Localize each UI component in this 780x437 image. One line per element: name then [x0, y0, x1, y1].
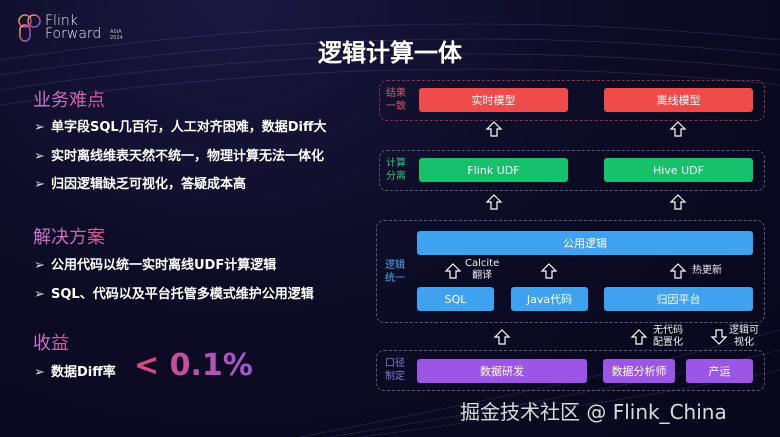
- flink-forward-logo-icon: [18, 14, 41, 42]
- logo-badge-year: 2024: [110, 35, 123, 41]
- block-flink-udf: Flink UDF: [419, 158, 568, 182]
- bullet-item: ➢ 公用代码以统一实时离线UDF计算逻辑: [34, 258, 277, 273]
- block-data-analyst: 数据分析师: [603, 359, 675, 383]
- block-realtime-model: 实时模型: [419, 88, 568, 112]
- bullet-item: ➢ 单字段SQL几百行，人工对齐困难，数据Diff大: [34, 120, 327, 135]
- arrow-up-icon: [494, 329, 510, 345]
- section-heading-benefit: 收益: [33, 329, 69, 355]
- arrow-up-icon: [670, 194, 686, 210]
- layer-caliber-label: 口径 制定: [385, 358, 405, 382]
- arrow-up-icon: [541, 263, 557, 279]
- layer-compute-label: 计算 分离: [386, 158, 406, 182]
- bullet-arrow-icon: ➢: [34, 258, 45, 273]
- arrow-up-icon: [486, 194, 502, 210]
- block-java-code: Java代码: [511, 287, 588, 311]
- layer-logic: [376, 220, 765, 323]
- note-calcite: Calcite 翻译: [465, 258, 500, 281]
- section-heading-problems: 业务难点: [33, 86, 105, 112]
- watermark: 掘金技术社区 @ Flink_China: [460, 400, 727, 424]
- diff-rate-value: < 0.1%: [134, 348, 253, 383]
- note-visual: 逻辑可 视化: [729, 325, 759, 348]
- layer-compute: [379, 150, 765, 191]
- block-sql: SQL: [417, 287, 494, 311]
- layer-logic-label: 逻辑 统一: [385, 260, 405, 284]
- bullet-arrow-icon: ➢: [34, 120, 45, 135]
- bullet-item: ➢ 归因逻辑缺乏可视化，答疑成本高: [34, 177, 247, 192]
- arrow-down-icon: [711, 329, 727, 345]
- bullet-arrow-icon: ➢: [34, 287, 45, 302]
- block-hive-udf: Hive UDF: [604, 158, 753, 182]
- block-ops: 产运: [686, 359, 753, 383]
- block-common-logic: 公用逻辑: [417, 231, 753, 255]
- note-hot-update: 热更新: [692, 265, 722, 276]
- arrow-up-icon: [486, 121, 502, 137]
- bullet-arrow-icon: ➢: [34, 365, 45, 380]
- arrow-up-icon: [670, 121, 686, 137]
- section-heading-solution: 解决方案: [33, 223, 105, 249]
- layer-caliber: [376, 350, 765, 391]
- bullet-item: ➢ 数据Diff率: [34, 365, 116, 380]
- page-title: 逻辑计算一体: [318, 39, 462, 67]
- arrow-up-icon: [445, 263, 461, 279]
- block-data-dev: 数据研发: [417, 359, 587, 383]
- bullet-item: ➢ 实时离线维表天然不统一，物理计算无法一体化: [34, 149, 325, 164]
- logo-forward: Forward: [45, 26, 102, 42]
- bullet-item: ➢ SQL、代码以及平台托管多模式维护公用逻辑: [34, 287, 314, 302]
- block-offline-model: 离线模型: [604, 88, 753, 112]
- bullet-arrow-icon: ➢: [34, 149, 45, 164]
- logo-badge-asia: ASIA: [110, 29, 122, 35]
- arrow-up-icon: [670, 263, 686, 279]
- logo-flink: Flink: [45, 13, 78, 29]
- arrow-up-icon: [631, 329, 647, 345]
- note-no-code: 无代码 配置化: [653, 325, 683, 348]
- bullet-arrow-icon: ➢: [34, 177, 45, 192]
- layer-result: [379, 80, 765, 121]
- block-attribution-platform: 归因平台: [604, 287, 753, 311]
- layer-result-label: 结果 一致: [386, 88, 406, 112]
